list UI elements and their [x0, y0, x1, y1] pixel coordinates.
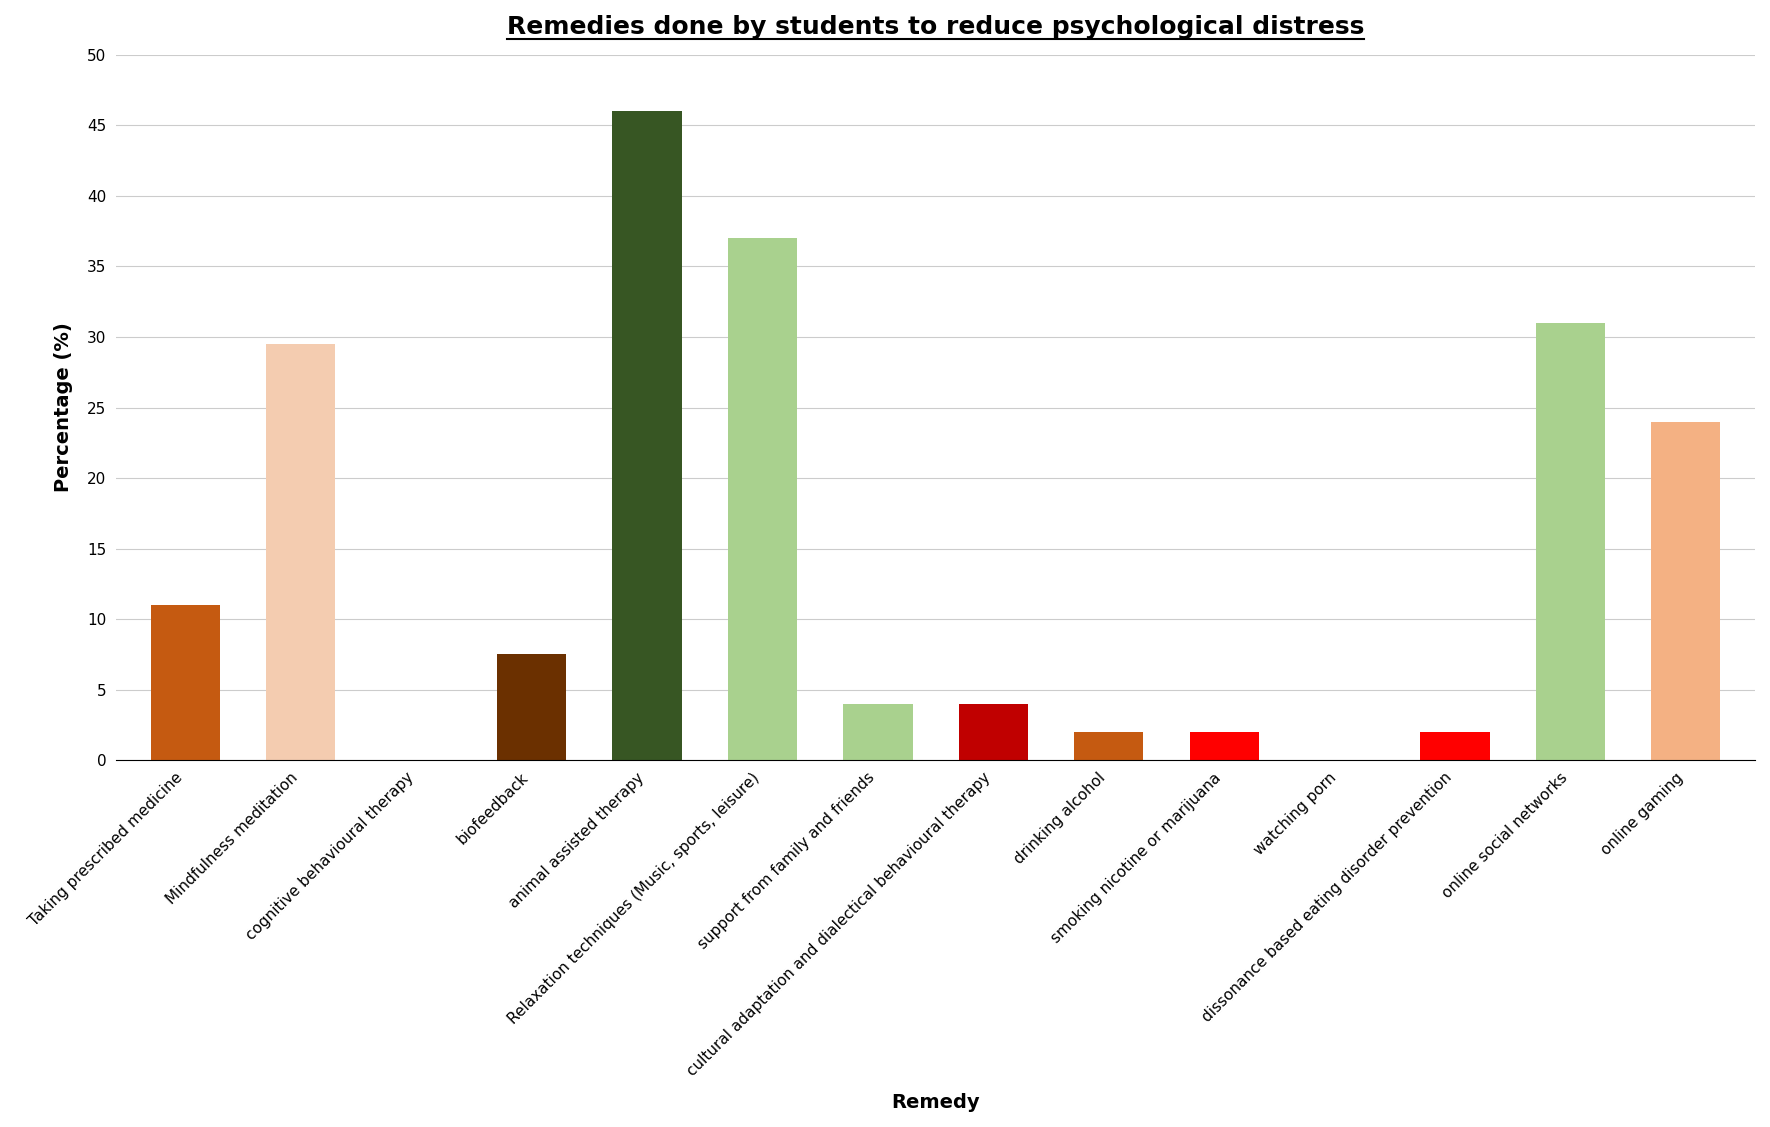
- Bar: [497, 655, 566, 761]
- Bar: [1536, 323, 1605, 761]
- Bar: [1420, 733, 1490, 761]
- Title: Remedies done by students to reduce psychological distress: Remedies done by students to reduce psyc…: [506, 15, 1365, 39]
- Bar: [959, 704, 1028, 761]
- Y-axis label: Percentage (%): Percentage (%): [55, 322, 73, 492]
- Bar: [1189, 733, 1258, 761]
- Bar: [1074, 733, 1143, 761]
- X-axis label: Remedy: Remedy: [892, 1093, 981, 1112]
- Bar: [150, 605, 219, 761]
- Bar: [727, 238, 796, 761]
- Bar: [843, 704, 913, 761]
- Bar: [1651, 421, 1720, 761]
- Bar: [612, 112, 681, 761]
- Bar: [266, 344, 336, 761]
